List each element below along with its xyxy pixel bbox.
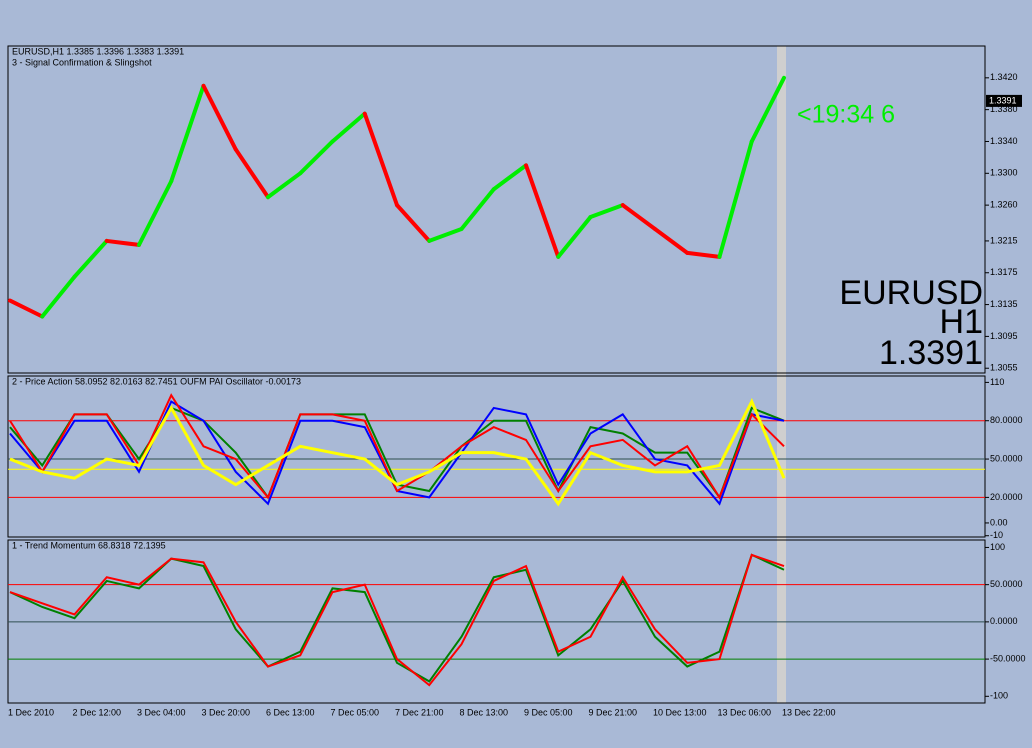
signal-segment	[72, 238, 109, 279]
signal-segment	[459, 187, 496, 231]
panel-title: 2 - Price Action 58.0952 82.0163 82.7451…	[12, 376, 301, 386]
y-tick-label: 1.3215	[990, 235, 1018, 245]
y-tick-label: -50.0000	[990, 653, 1026, 663]
y-tick-label: 1.3055	[990, 363, 1018, 373]
signal-segment	[104, 238, 141, 247]
indicator-line	[9, 393, 785, 500]
y-tick-label: 50.0000	[990, 579, 1023, 589]
signal-segment	[233, 147, 270, 200]
y-tick-label: 100	[990, 542, 1005, 552]
signal-segment	[685, 250, 722, 259]
y-tick-label: 1.3380	[990, 104, 1018, 114]
signal-segment	[556, 215, 593, 259]
y-tick-label: 110	[990, 377, 1004, 387]
y-tick-label: 0.0000	[990, 616, 1018, 626]
signal-segment	[588, 203, 625, 220]
signal-segment	[749, 75, 786, 144]
signal-segment	[201, 83, 238, 152]
y-tick-label: 1.3300	[990, 168, 1018, 178]
y-tick-label: 0.00	[990, 517, 1008, 527]
x-tick-label: 13 Dec 06:00	[718, 707, 772, 717]
y-tick-label: 1.3175	[990, 267, 1018, 277]
signal-segment	[717, 139, 754, 259]
signal-segment	[362, 111, 399, 208]
panel-frame	[7, 375, 986, 538]
y-tick-label: 50.0000	[990, 453, 1023, 463]
price-box	[986, 94, 1022, 107]
x-tick-label: 6 Dec 13:00	[266, 707, 315, 717]
panel-title: EURUSD,H1 1.3385 1.3396 1.3383 1.3391	[12, 46, 184, 56]
panel-title: 1 - Trend Momentum 68.8318 72.1395	[12, 540, 166, 550]
symbol-info: 1.3391	[879, 334, 983, 372]
x-tick-label: 9 Dec 05:00	[524, 707, 573, 717]
y-tick-label: 1.3340	[990, 136, 1018, 146]
signal-segment	[137, 179, 174, 247]
y-tick-label: 1.3095	[990, 331, 1018, 341]
x-tick-label: 8 Dec 13:00	[460, 707, 509, 717]
signal-segment	[169, 83, 206, 184]
signal-segment	[491, 163, 528, 192]
panel-subtitle: 3 - Signal Confirmation & Slingshot	[12, 57, 152, 67]
signal-segment	[266, 171, 303, 200]
signal-segment	[427, 226, 464, 243]
x-tick-label: 3 Dec 04:00	[137, 707, 186, 717]
price-box-label: 1.3391	[989, 95, 1017, 105]
y-tick-label: 1.3420	[990, 72, 1018, 82]
panel-frame	[7, 45, 986, 374]
current-bar-highlight	[777, 46, 786, 703]
signal-segment	[653, 226, 690, 255]
indicator-line	[9, 397, 786, 507]
x-tick-label: 7 Dec 05:00	[331, 707, 380, 717]
y-tick-label: -10	[990, 530, 1003, 540]
signal-segment	[298, 139, 335, 176]
x-tick-label: 10 Dec 13:00	[653, 707, 707, 717]
symbol-info: H1	[940, 303, 983, 341]
y-tick-label: -100	[990, 691, 1008, 701]
signal-segment	[524, 163, 561, 259]
signal-segment	[620, 203, 657, 231]
symbol-info: EURUSD	[839, 274, 983, 312]
x-tick-label: 9 Dec 21:00	[589, 707, 638, 717]
signal-segment	[40, 274, 77, 319]
y-tick-label: 1.3260	[990, 199, 1018, 209]
x-tick-label: 3 Dec 20:00	[202, 707, 251, 717]
signal-segment	[395, 203, 432, 243]
x-tick-label: 1 Dec 2010	[8, 707, 54, 717]
x-tick-label: 13 Dec 22:00	[782, 707, 836, 717]
signal-segment	[330, 111, 367, 144]
y-tick-label: 20.0000	[990, 492, 1023, 502]
signal-segment	[8, 298, 45, 319]
countdown: <19:34 6	[797, 101, 895, 129]
x-tick-label: 7 Dec 21:00	[395, 707, 444, 717]
x-tick-label: 2 Dec 12:00	[73, 707, 122, 717]
y-tick-label: 1.3135	[990, 299, 1018, 309]
indicator-line	[9, 553, 785, 683]
y-tick-label: 80.0000	[990, 415, 1023, 425]
indicator-line	[9, 553, 785, 687]
